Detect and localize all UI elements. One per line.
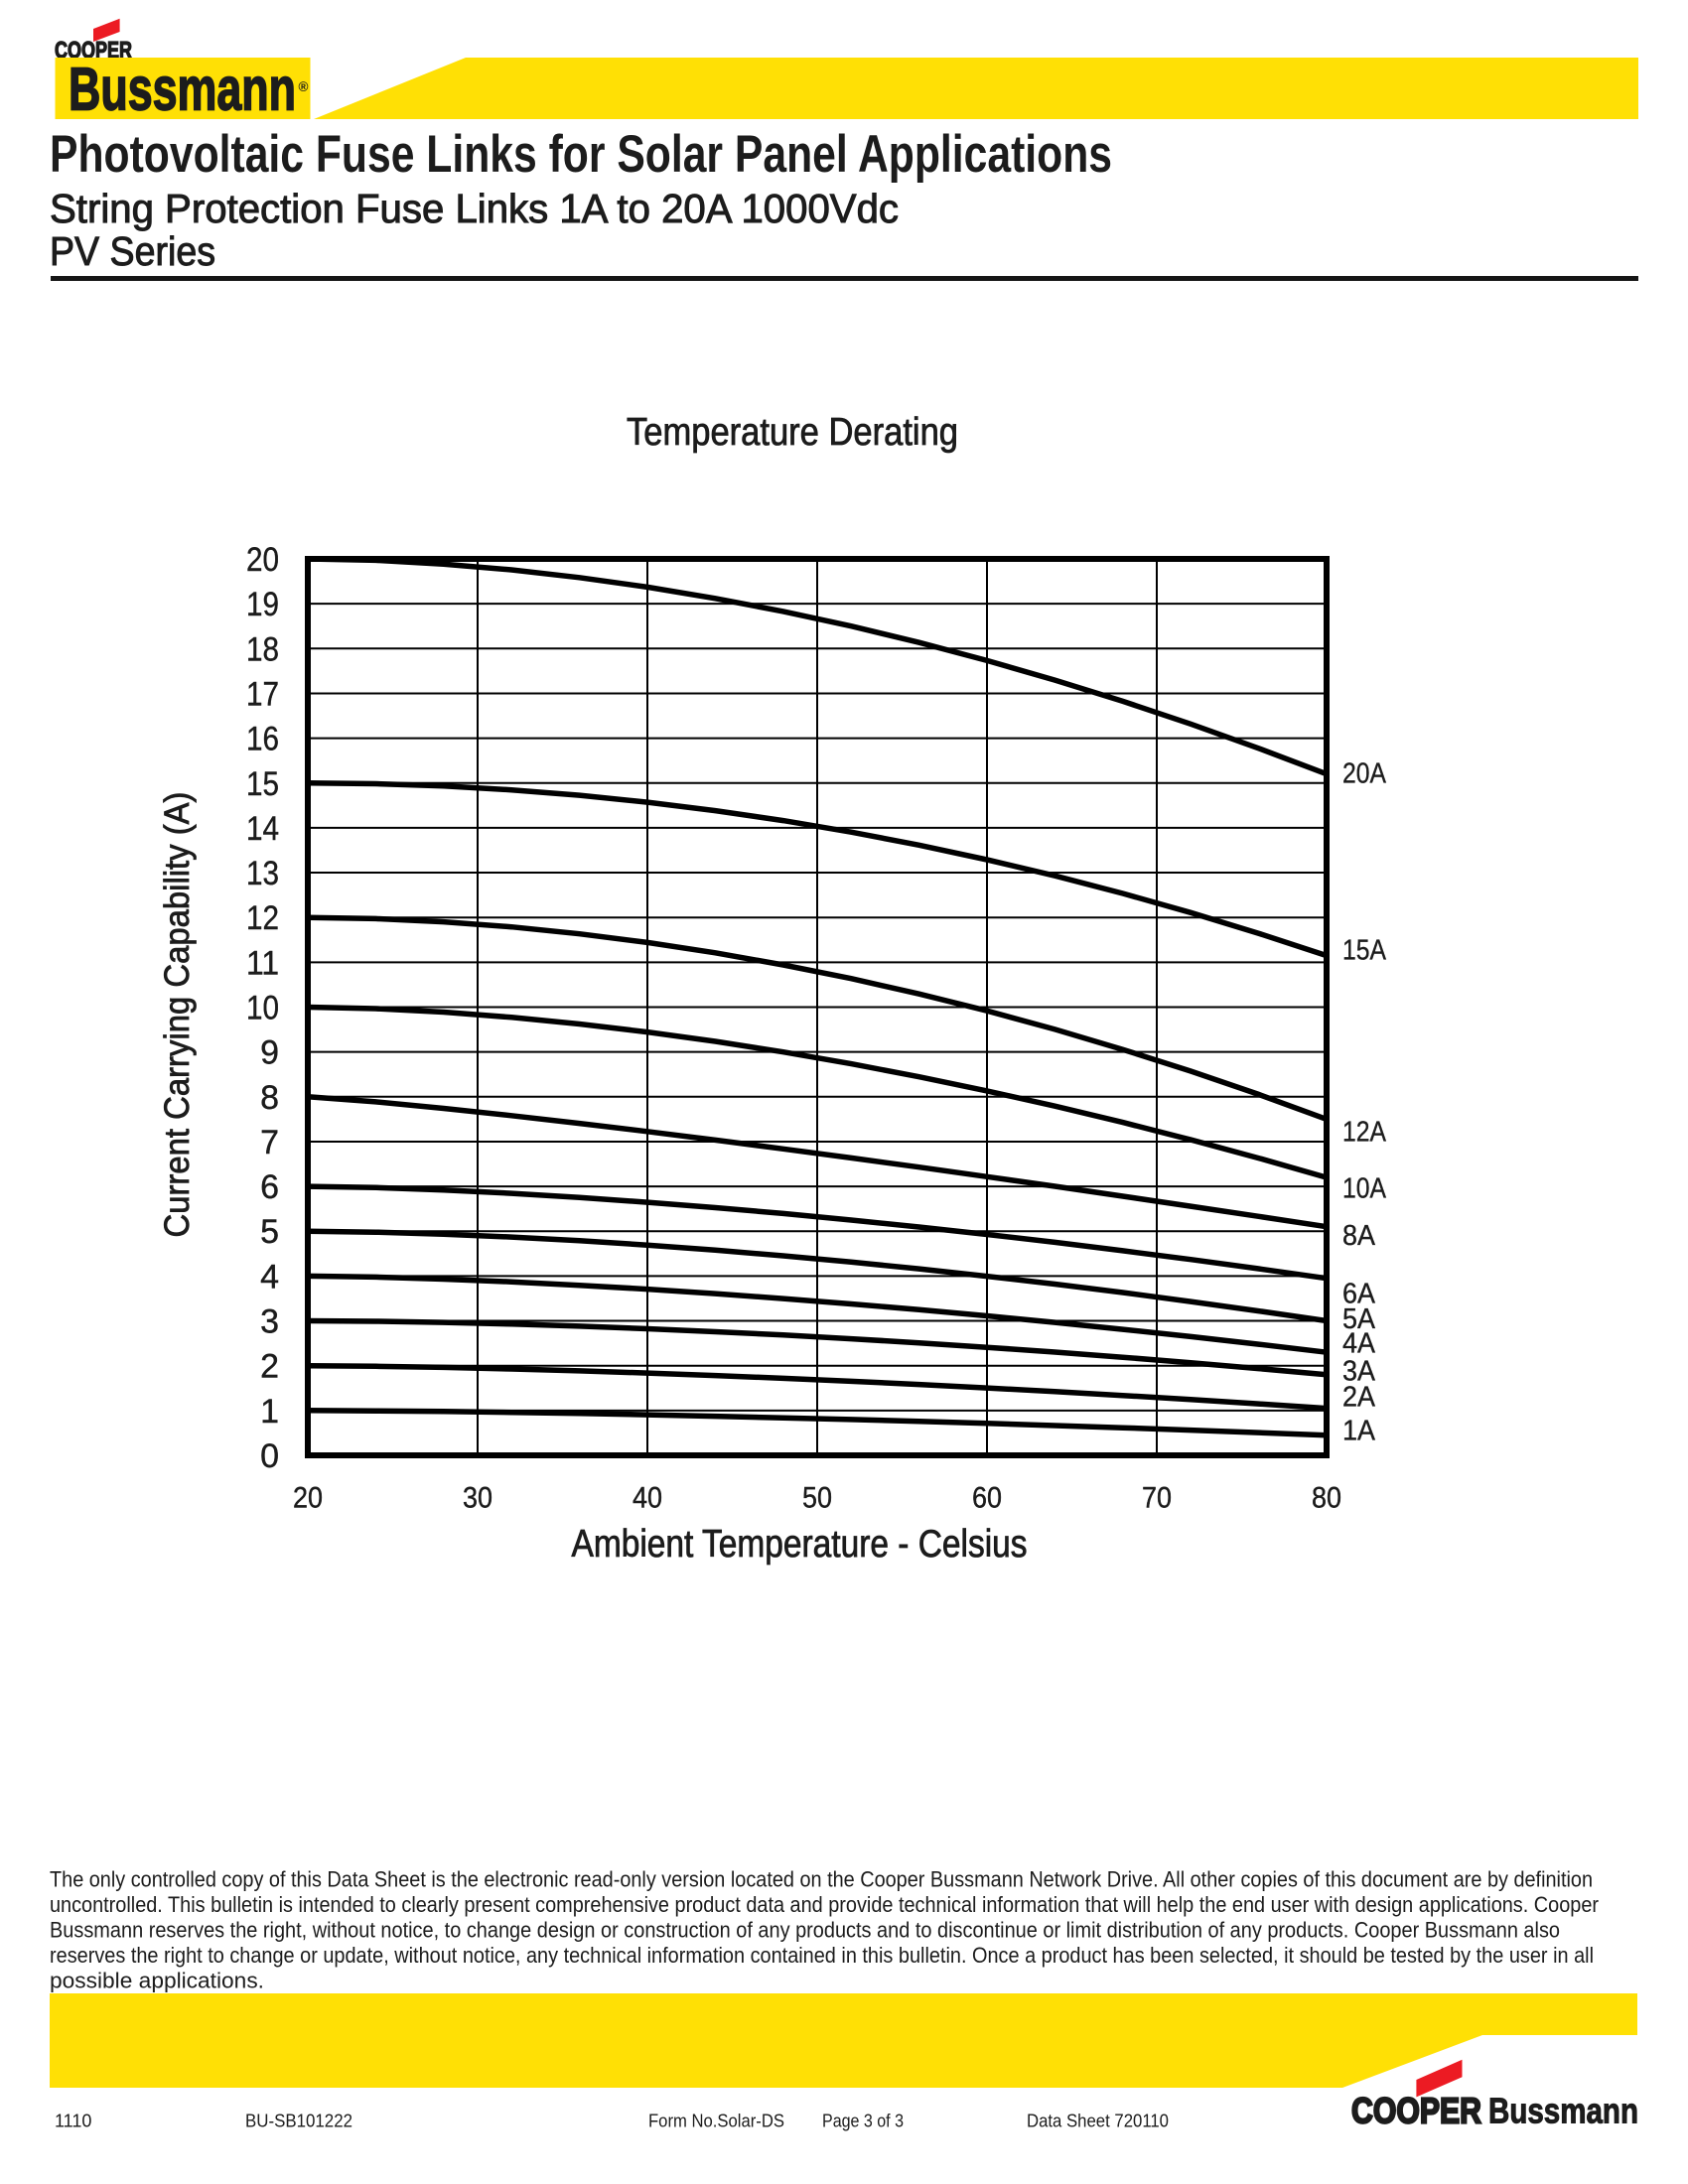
svg-text:®: ®	[299, 79, 309, 94]
svg-text:0: 0	[260, 1437, 279, 1475]
svg-text:20: 20	[246, 541, 279, 579]
svg-text:COOPER: COOPER	[55, 37, 132, 64]
svg-text:7: 7	[260, 1124, 279, 1161]
svg-text:Data Sheet 720110: Data Sheet 720110	[1027, 2112, 1169, 2131]
svg-text:11: 11	[246, 944, 279, 982]
svg-text:1A: 1A	[1342, 1416, 1376, 1447]
svg-text:1: 1	[260, 1393, 279, 1431]
svg-text:Bussmann: Bussmann	[1488, 2090, 1638, 2130]
svg-text:The only controlled copy of th: The only controlled copy of this Data Sh…	[50, 1866, 1593, 1891]
svg-text:Form No.Solar-DS: Form No.Solar-DS	[648, 2112, 784, 2131]
svg-text:12: 12	[246, 899, 279, 937]
svg-text:14: 14	[246, 810, 279, 848]
svg-text:1110: 1110	[55, 2112, 91, 2131]
svg-text:40: 40	[633, 1482, 662, 1515]
svg-text:reserves the right to change o: reserves the right to change or update, …	[50, 1943, 1594, 1968]
svg-text:BU-SB101222: BU-SB101222	[245, 2112, 352, 2131]
svg-text:3: 3	[260, 1303, 279, 1341]
svg-text:17: 17	[246, 676, 279, 714]
svg-text:12A: 12A	[1342, 1117, 1387, 1149]
svg-text:8: 8	[260, 1079, 279, 1117]
svg-text:4A: 4A	[1342, 1328, 1376, 1360]
svg-text:PV Series: PV Series	[50, 228, 215, 274]
svg-text:13: 13	[246, 855, 279, 892]
svg-text:6A: 6A	[1342, 1279, 1376, 1310]
svg-text:5A: 5A	[1342, 1303, 1376, 1335]
svg-text:Page 3 of 3: Page 3 of 3	[822, 2112, 904, 2131]
svg-text:Bussmann reserves the right, w: Bussmann reserves the right, without not…	[50, 1918, 1560, 1943]
svg-text:10A: 10A	[1342, 1173, 1387, 1205]
svg-text:COOPER: COOPER	[1351, 2090, 1481, 2130]
svg-text:80: 80	[1312, 1482, 1341, 1515]
svg-text:Bussmann: Bussmann	[69, 56, 296, 124]
svg-text:9: 9	[260, 1034, 279, 1072]
svg-text:2: 2	[260, 1348, 279, 1386]
svg-text:18: 18	[246, 630, 279, 668]
svg-text:6: 6	[260, 1168, 279, 1206]
svg-text:5: 5	[260, 1213, 279, 1251]
svg-text:16: 16	[246, 721, 279, 758]
svg-text:Temperature Derating: Temperature Derating	[627, 411, 958, 454]
svg-text:60: 60	[972, 1482, 1002, 1515]
svg-text:15A: 15A	[1342, 935, 1387, 967]
svg-text:Ambient Temperature - Celsius: Ambient Temperature - Celsius	[572, 1523, 1028, 1566]
svg-text:8A: 8A	[1342, 1220, 1376, 1252]
svg-text:2A: 2A	[1342, 1382, 1376, 1414]
svg-text:30: 30	[463, 1482, 492, 1515]
svg-text:20A: 20A	[1342, 758, 1387, 790]
svg-text:4: 4	[260, 1258, 279, 1296]
svg-text:Photovoltaic Fuse Links for So: Photovoltaic Fuse Links for Solar Panel …	[50, 125, 1112, 184]
svg-text:10: 10	[246, 990, 279, 1027]
svg-text:20: 20	[293, 1482, 323, 1515]
svg-text:15: 15	[246, 765, 279, 803]
svg-text:19: 19	[246, 586, 279, 623]
svg-text:50: 50	[802, 1482, 832, 1515]
svg-text:possible applications.: possible applications.	[50, 1969, 264, 1993]
svg-text:String Protection Fuse Links 1: String Protection Fuse Links 1A to 20A 1…	[50, 186, 899, 231]
svg-text:Current Carrying Capability (A: Current Carrying Capability (A)	[158, 792, 197, 1238]
svg-text:70: 70	[1142, 1482, 1172, 1515]
svg-text:uncontrolled. This bulletin is: uncontrolled. This bulletin is intended …	[50, 1892, 1599, 1917]
svg-text:3A: 3A	[1342, 1356, 1376, 1388]
